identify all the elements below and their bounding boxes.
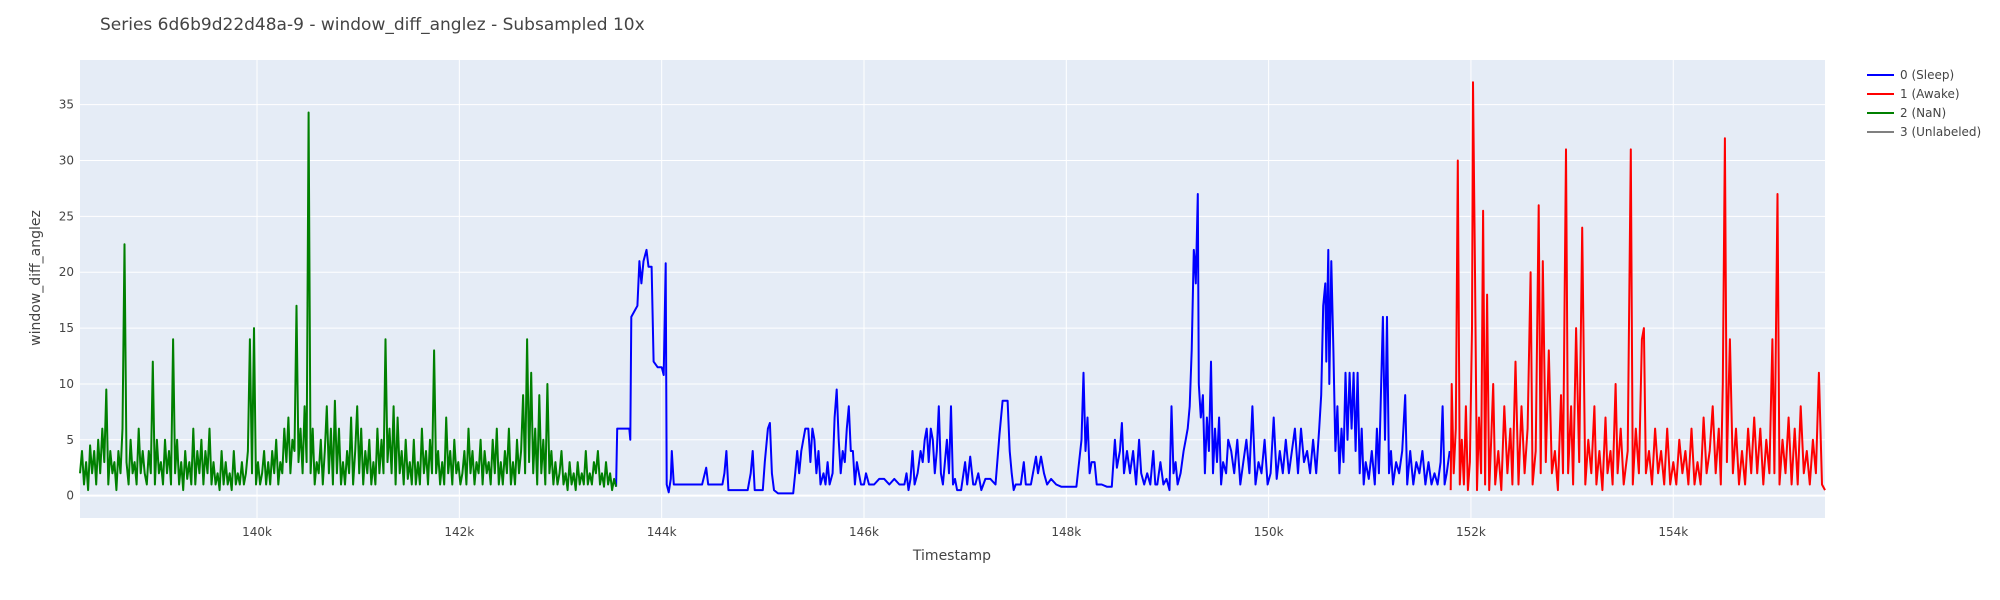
y-tick-label: 30 — [59, 154, 74, 168]
y-tick-label: 10 — [59, 377, 74, 391]
legend: 0 (Sleep) 1 (Awake) 2 (NaN) 3 (Unlabeled) — [1867, 68, 1981, 139]
legend-item[interactable]: 3 (Unlabeled) — [1867, 125, 1981, 139]
y-tick-label: 20 — [59, 265, 74, 279]
y-tick-label: 35 — [59, 98, 74, 112]
series-line — [79, 111, 618, 492]
x-axis-label: Timestamp — [912, 548, 991, 564]
legend-label: 1 (Awake) — [1900, 87, 1960, 101]
series-lines — [79, 81, 1826, 495]
x-tick-label: 142k — [444, 525, 474, 539]
legend-label: 2 (NaN) — [1900, 106, 1946, 120]
series-line — [1449, 81, 1826, 492]
legend-label: 3 (Unlabeled) — [1900, 125, 1981, 139]
x-tick-label: 150k — [1254, 525, 1284, 539]
legend-label: 0 (Sleep) — [1900, 68, 1954, 82]
x-tick-label: 152k — [1456, 525, 1486, 539]
legend-item[interactable]: 2 (NaN) — [1867, 106, 1946, 120]
x-tick-label: 154k — [1658, 525, 1688, 539]
tick-labels: 140k 142k 144k 146k 148k 150k 152k 154k 0 5 10 15 20… — [59, 98, 1689, 539]
y-tick-label: 25 — [59, 209, 74, 223]
x-tick-label: 148k — [1051, 525, 1081, 539]
y-tick-label: 15 — [59, 321, 74, 335]
legend-item[interactable]: 1 (Awake) — [1867, 87, 1960, 101]
x-tick-label: 146k — [849, 525, 879, 539]
legend-item[interactable]: 0 (Sleep) — [1867, 68, 1954, 82]
series-line — [615, 193, 1451, 495]
y-tick-label: 0 — [66, 489, 74, 503]
x-tick-label: 140k — [242, 525, 272, 539]
y-axis-label: window_diff_anglez — [28, 210, 44, 346]
x-tick-label: 144k — [647, 525, 677, 539]
y-tick-label: 5 — [66, 433, 74, 447]
grid — [80, 60, 1825, 518]
chart-title: Series 6d6b9d22d48a-9 - window_diff_angl… — [100, 15, 645, 35]
